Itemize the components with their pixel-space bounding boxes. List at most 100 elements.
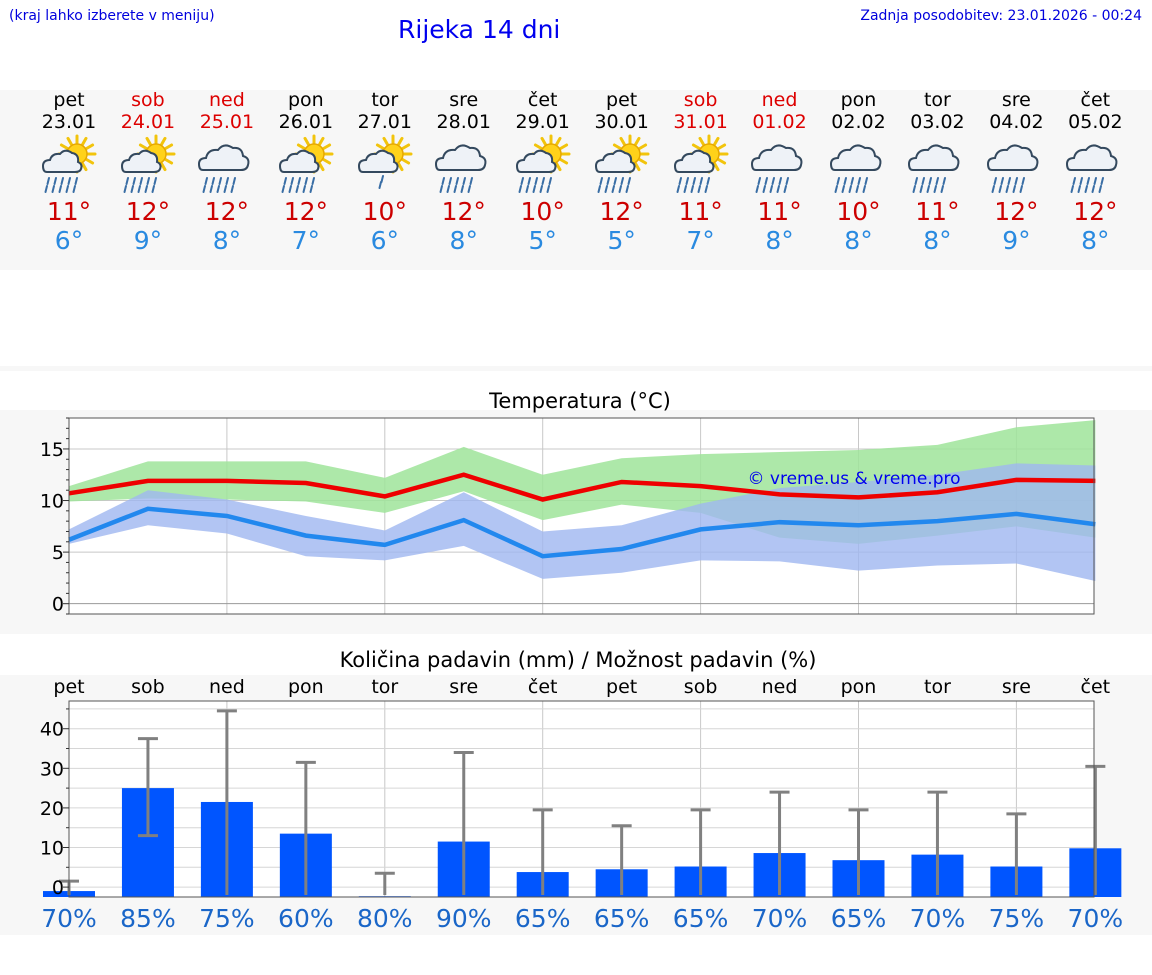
temp-max: 11° [757,197,802,226]
precip-day-label: pon [288,676,324,698]
forecast-day: sre 28.01 [424,89,504,133]
min-temp-band [69,463,1096,581]
day-name: pon [287,89,324,111]
temp-max: 12° [125,197,171,226]
day-date: 03.02 [910,111,965,133]
precip-probability: 65% [831,904,887,933]
precip-day-label: pet [606,676,637,698]
day-date: 28.01 [436,111,491,133]
min-temp-line [68,506,1096,559]
precip-probability: 90% [436,904,492,933]
forecast-day: čet 29.01 [503,89,583,133]
temp-max: 12° [283,197,328,226]
forecast-day: pon 02.02 [819,89,899,133]
day-date: 26.01 [278,111,334,133]
temp-min: 7° [686,226,715,255]
precip-day-label: sre [449,676,478,698]
precip-probability: 85% [120,904,176,933]
day-name: čet [1080,89,1111,111]
day-name: pon [840,89,877,111]
cloud-rain-icon [1065,134,1125,198]
temp-max: 12° [994,197,1039,226]
precip-day-label: sob [684,676,718,698]
sun-cloud-rain-icon [513,134,573,198]
day-name: tor [923,89,951,111]
temp-max: 12° [441,197,486,226]
max-temp-line [68,472,1096,502]
temp-max: 11° [46,197,92,226]
divider-band [0,366,1152,371]
temp-min: 5° [528,226,557,255]
precip-day-label: pon [841,676,877,698]
precip-probability: 75% [989,904,1045,933]
day-name: sob [683,89,718,111]
forecast-day: sre 04.02 [976,89,1056,133]
cloud-rain-icon [829,134,889,198]
precip-day-label: tor [924,676,951,698]
day-name: pet [606,89,638,111]
cloud-rain-icon [434,134,494,198]
day-date: 23.01 [41,111,97,133]
forecast-day: tor 27.01 [345,89,425,133]
temp-max: 10° [520,197,565,226]
temp-min: 9° [133,226,163,255]
day-name: pet [53,89,85,111]
location-hint: (kraj lahko izberete v meniju) [9,8,215,24]
forecast-day: pon 26.01 [266,89,346,133]
precip-probability: 70% [1068,904,1124,933]
forecast-band [0,90,1152,270]
forecast-day: sob 24.01 [108,89,188,133]
precip-ytick-label: 40 [40,719,64,741]
temp-max: 12° [204,197,250,226]
temp-min: 8° [923,226,952,255]
temp-min: 7° [291,226,321,255]
precip-probability: 65% [515,904,571,933]
day-date: 04.02 [989,111,1044,133]
temp-max: 10° [836,197,881,226]
temp-ytick-label: 10 [40,491,64,513]
precip-day-label: ned [209,676,245,698]
watermark: © vreme.us & vreme.pro [747,469,960,489]
temp-max: 11° [915,197,960,226]
temp-max: 11° [678,197,723,226]
precip-probability: 70% [910,904,966,933]
temp-min: 8° [1081,226,1110,255]
precipitation-chart: Količina padavin (mm) / Možnost padavin … [40,648,1124,933]
precip-probability: 70% [752,904,808,933]
precip-ytick-label: 20 [40,798,64,820]
precip-probability: 65% [673,904,729,933]
cloud-rain-icon [907,134,967,198]
precip-probability: 70% [41,904,97,933]
precip-probability: 75% [199,904,255,933]
temp-min: 8° [765,226,794,255]
temp-min: 6° [54,226,84,255]
day-name: ned [761,89,798,111]
precip-chart-title: Količina padavin (mm) / Možnost padavin … [340,648,817,672]
sun-cloud-rain-icon [39,134,99,198]
precip-day-label: pet [53,676,84,698]
cloud-rain-icon [986,134,1046,198]
page-title: Rijeka 14 dni [398,15,561,44]
day-date: 02.02 [831,111,886,133]
temp-min: 5° [607,226,636,255]
cloud-rain-icon [750,134,810,198]
temp-min: 6° [370,226,399,255]
day-date: 05.02 [1068,111,1123,133]
day-name: sre [449,89,479,111]
sun-cloud-rain-icon [671,134,731,198]
temp-max: 10° [362,197,407,226]
forecast-day: pet 30.01 [582,89,662,133]
precip-probability: 80% [357,904,413,933]
day-date: 01.02 [752,111,807,133]
day-name: čet [527,89,558,111]
day-date: 25.01 [199,111,255,133]
sun-cloud-rain-icon [118,134,178,198]
temp-max: 12° [1073,197,1118,226]
day-name: ned [208,89,245,111]
precip-ytick-label: 0 [52,877,64,899]
forecast-day: sob 31.01 [661,89,741,133]
precip-probability: 65% [594,904,650,933]
precip-day-label: ned [762,676,798,698]
precip-day-label: sob [131,676,165,698]
day-name: tor [371,89,399,111]
